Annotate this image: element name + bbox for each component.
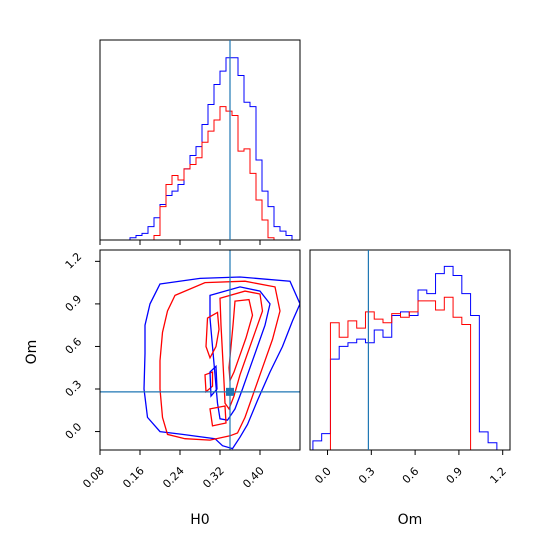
truth-marker <box>226 387 234 396</box>
contour-red-bottom-lobe <box>209 405 227 427</box>
contour-red-outer <box>159 280 281 441</box>
contour-blue-mid <box>209 286 271 421</box>
histogram-series-blue <box>129 57 293 240</box>
contour-red-mid <box>219 290 264 411</box>
contour-red-left-lobe <box>205 311 220 360</box>
histogram-series-blue <box>312 265 498 450</box>
contour-blue-small-lobe <box>209 364 218 398</box>
panel-frame <box>309 249 511 451</box>
panel-frame <box>99 249 301 451</box>
contour-layer <box>143 276 300 450</box>
panel-frame <box>99 39 301 241</box>
histogram-series-red <box>130 106 292 241</box>
histogram-series-red <box>312 296 497 451</box>
y-axis-label-om: Om <box>24 340 40 365</box>
histogram-h0-panel <box>99 39 301 245</box>
x-axis-label-h0: H0 <box>190 512 209 528</box>
x-axis-label-om: Om <box>398 512 423 528</box>
contour-red-inner <box>228 298 254 383</box>
contour-blue-outer <box>143 276 300 450</box>
